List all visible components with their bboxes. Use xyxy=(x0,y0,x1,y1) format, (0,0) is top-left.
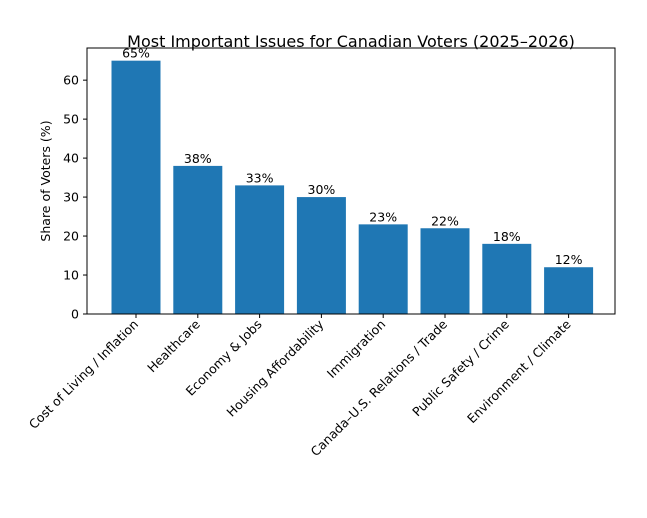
bar xyxy=(358,224,408,314)
bar xyxy=(296,197,346,314)
bar xyxy=(111,60,161,314)
data-labels-group: 65% 38% 33% 30% 23% 22% 18% 12% xyxy=(122,46,583,268)
bar-value-label: 65% xyxy=(122,46,150,61)
bar-value-label: 33% xyxy=(246,170,274,185)
y-axis-label: Share of Voters (%) xyxy=(38,120,53,241)
x-tick-label: Healthcare xyxy=(144,316,203,375)
bar-value-label: 38% xyxy=(184,151,212,166)
x-tick-label: Environment / Climate xyxy=(464,316,574,426)
y-tick-label: 30 xyxy=(63,190,79,205)
bar xyxy=(544,267,594,314)
y-tick-label: 60 xyxy=(63,73,79,88)
bar xyxy=(173,165,223,314)
bar-value-label: 23% xyxy=(369,209,397,224)
y-tick-label: 40 xyxy=(63,151,79,166)
y-tick-label: 10 xyxy=(63,268,79,283)
y-tick-label: 50 xyxy=(63,112,79,127)
y-axis: 0 10 20 30 40 50 60 xyxy=(63,73,87,322)
bar-value-label: 12% xyxy=(555,252,583,267)
y-tick-label: 0 xyxy=(71,307,79,322)
bar-value-label: 22% xyxy=(431,213,459,228)
x-tick-label: Immigration xyxy=(324,317,388,381)
bar-value-label: 30% xyxy=(308,182,336,197)
bar xyxy=(482,243,532,314)
x-axis: Cost of Living / Inflation HealthcareEcon… xyxy=(26,314,574,459)
bar-value-label: 18% xyxy=(493,229,521,244)
bar xyxy=(420,228,470,314)
y-tick-label: 20 xyxy=(63,229,79,244)
x-tick-label: Cost of Living / Inflation xyxy=(26,317,141,432)
bars-group xyxy=(111,60,594,314)
plot-frame xyxy=(86,47,616,315)
chart-title: Most Important Issues for Canadian Voter… xyxy=(127,32,575,51)
bar xyxy=(235,185,285,314)
